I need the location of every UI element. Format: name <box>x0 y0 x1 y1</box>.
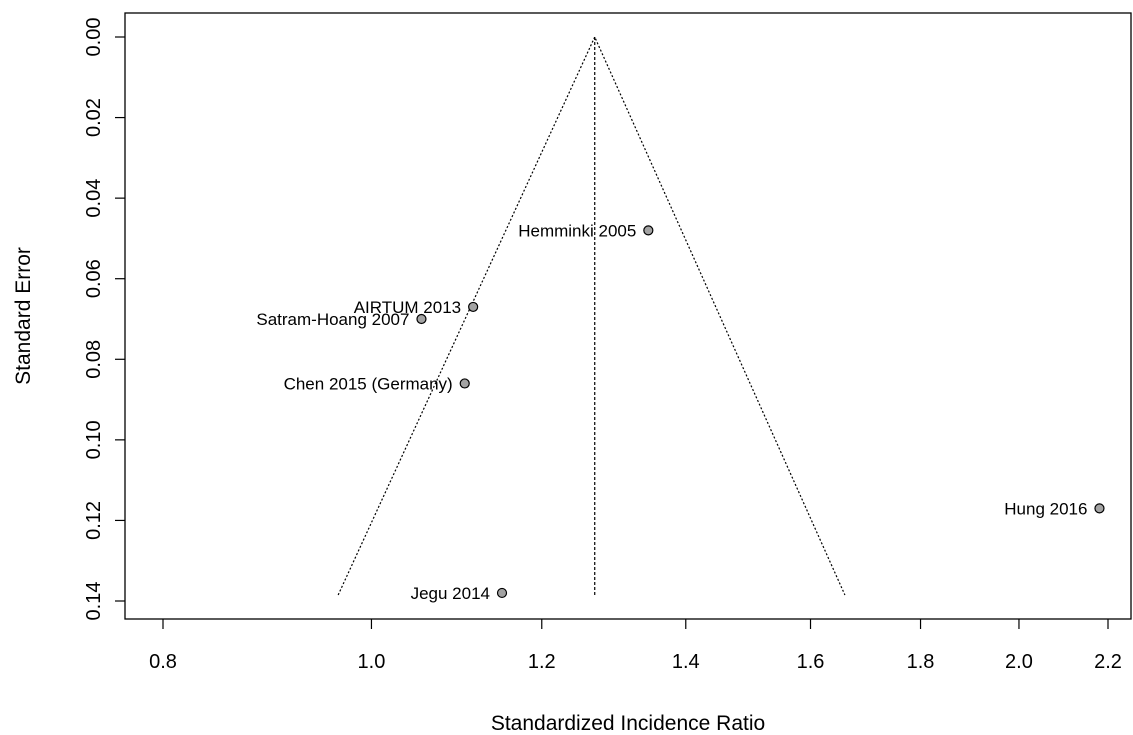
data-point-label: Jegu 2014 <box>411 584 490 603</box>
data-point <box>496 587 508 599</box>
data-point <box>1094 503 1105 514</box>
x-axis-title: Standardized Incidence Ratio <box>491 712 765 735</box>
x-tick-label: 1.6 <box>797 651 825 673</box>
x-tick-label: 2.0 <box>1005 651 1033 673</box>
data-point-label: Satram-Hoang 2007 <box>256 310 409 329</box>
y-axis: 0.00 0.02 0.04 0.06 0.08 0.10 0.12 0.14 <box>83 18 125 621</box>
x-tick-label: 1.0 <box>358 651 386 673</box>
plot-frame <box>124 12 1132 620</box>
data-point <box>459 378 470 389</box>
y-tick-label: 0.04 <box>83 179 105 218</box>
data-point-label: Hung 2016 <box>1004 499 1087 518</box>
data-point <box>416 313 427 325</box>
x-tick-label: 2.2 <box>1094 651 1122 673</box>
y-tick-label: 0.12 <box>83 501 105 540</box>
data-point <box>468 301 479 313</box>
x-tick-label: 1.4 <box>672 651 700 673</box>
data-point-label: Hemminki 2005 <box>518 221 636 240</box>
y-tick-label: 0.08 <box>83 340 105 379</box>
y-tick-label: 0.02 <box>83 98 105 137</box>
data-point-label: AIRTUM 2013 <box>354 298 461 317</box>
funnel-lines <box>337 35 846 596</box>
y-tick-label: 0.14 <box>83 582 105 621</box>
x-tick-label: 0.8 <box>149 651 177 673</box>
y-tick-label: 0.00 <box>83 18 105 57</box>
y-tick-label: 0.10 <box>83 420 105 459</box>
data-point <box>643 225 654 236</box>
data-point-label: Chen 2015 (Germany) <box>284 374 453 393</box>
y-tick-label: 0.06 <box>83 259 105 298</box>
y-axis-title: Standard Error <box>12 247 35 385</box>
x-axis: 0.8 1.0 1.2 1.4 1.6 1.8 2.0 2.2 <box>149 619 1122 673</box>
x-tick-label: 1.2 <box>528 651 556 673</box>
x-tick-label: 1.8 <box>907 651 935 673</box>
